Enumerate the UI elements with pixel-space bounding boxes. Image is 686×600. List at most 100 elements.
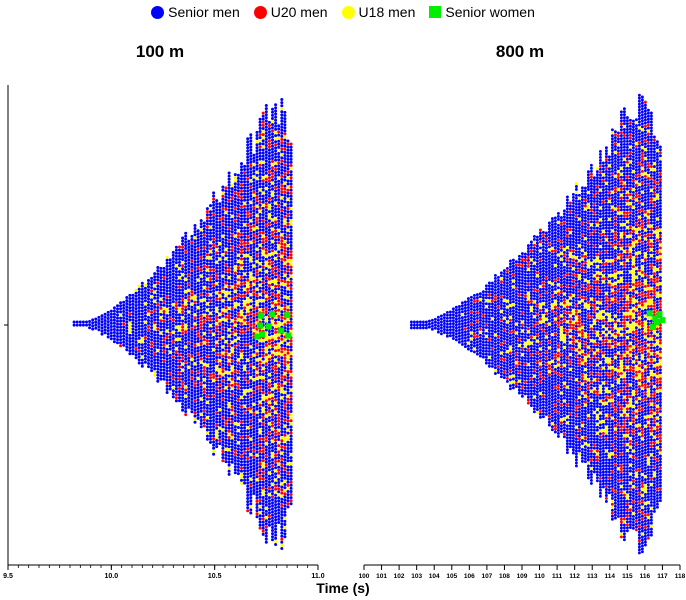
data-point — [134, 334, 138, 338]
data-point — [286, 456, 290, 460]
data-point — [271, 482, 274, 486]
legend-marker-circle — [341, 5, 355, 19]
data-point — [202, 310, 206, 314]
data-point — [218, 294, 222, 298]
data-point — [274, 284, 278, 288]
data-point — [205, 388, 209, 392]
data-point — [156, 373, 160, 377]
data-point — [286, 231, 290, 235]
data-point — [193, 236, 197, 240]
data-point — [224, 266, 228, 270]
data-point — [221, 348, 225, 352]
data-point — [475, 305, 479, 308]
data-point — [236, 432, 240, 436]
data-point — [261, 231, 265, 235]
data-point — [274, 333, 278, 337]
data-point — [469, 295, 473, 299]
data-point — [271, 126, 274, 130]
data-point — [499, 318, 503, 322]
data-point — [150, 310, 154, 314]
legend-label: Senior men — [168, 4, 240, 20]
data-point — [240, 426, 243, 430]
data-point — [81, 323, 85, 327]
data-point — [264, 457, 268, 461]
data-point — [255, 410, 259, 414]
data-point — [218, 408, 222, 412]
data-point — [255, 355, 259, 359]
data-point — [433, 326, 437, 330]
data-point — [230, 402, 234, 406]
data-point — [243, 364, 247, 368]
data-point — [274, 475, 278, 479]
data-point — [218, 377, 222, 381]
data-point — [187, 347, 191, 351]
data-point — [264, 463, 268, 467]
data-point — [230, 267, 234, 270]
data-point — [286, 207, 290, 211]
data-point — [271, 267, 274, 271]
data-point — [209, 431, 212, 435]
data-point — [187, 255, 191, 259]
data-point — [258, 369, 262, 373]
data-point — [218, 331, 222, 335]
data-point — [258, 514, 262, 518]
data-point — [283, 378, 287, 382]
data-point — [286, 324, 290, 327]
data-point — [264, 439, 268, 443]
data-point — [280, 282, 284, 286]
data-point — [212, 434, 216, 438]
legend-item-u18-men: U18 men — [341, 4, 415, 20]
data-point — [193, 322, 197, 326]
data-point — [255, 475, 259, 479]
data-point — [261, 179, 265, 183]
data-point — [246, 475, 250, 479]
data-point — [218, 402, 222, 406]
data-point — [271, 243, 274, 247]
data-point — [243, 192, 247, 196]
data-point — [171, 284, 175, 288]
data-point — [264, 276, 268, 280]
data-point — [230, 279, 234, 283]
data-point — [255, 293, 259, 297]
data-point — [181, 248, 185, 252]
data-point — [156, 318, 160, 322]
data-point — [233, 394, 237, 398]
data-point — [286, 477, 290, 481]
data-point — [252, 181, 256, 185]
data-point — [267, 120, 271, 124]
data-point — [153, 309, 157, 312]
data-point — [454, 335, 458, 339]
data-point — [274, 392, 278, 396]
data-point — [184, 394, 188, 398]
data-point — [258, 179, 262, 183]
data-point — [181, 331, 185, 335]
data-point — [156, 342, 160, 346]
data-point — [218, 233, 222, 236]
data-point — [205, 400, 209, 404]
data-point — [274, 112, 278, 116]
data-point — [184, 253, 188, 257]
data-point — [280, 476, 284, 480]
data-point — [481, 328, 485, 332]
data-point — [240, 445, 243, 448]
data-point — [277, 287, 281, 291]
data-point — [280, 307, 284, 311]
data-point — [277, 441, 281, 445]
data-point — [227, 294, 231, 298]
data-point — [277, 155, 281, 159]
data-point — [202, 279, 206, 283]
data-point — [196, 358, 200, 362]
data-point — [261, 416, 265, 419]
data-point — [463, 300, 467, 304]
data-point — [255, 466, 259, 470]
data-point — [271, 495, 274, 499]
data-point — [153, 284, 157, 288]
data-point — [271, 359, 274, 363]
data-point — [236, 235, 240, 239]
data-point — [499, 274, 503, 278]
data-point — [236, 241, 240, 245]
data-point — [187, 252, 191, 255]
data-point — [199, 320, 203, 324]
data-point — [218, 359, 222, 362]
data-point — [243, 367, 247, 371]
